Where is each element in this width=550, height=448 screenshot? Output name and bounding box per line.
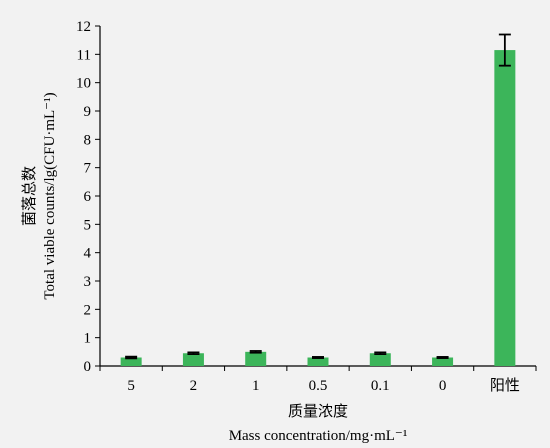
x-tick-label: 0.5: [309, 378, 328, 394]
x-tick-label: 1: [252, 378, 260, 394]
y-tick-label: 3: [84, 274, 92, 290]
y-tick-label: 11: [77, 47, 91, 63]
x-axis-title-cn: 质量浓度: [288, 402, 348, 420]
bar: [120, 357, 142, 366]
x-axis-title-en: Mass concentration/mg·mL⁻¹: [229, 428, 408, 444]
x-tick-label: 5: [127, 378, 135, 394]
y-axis-title-en: Total viable counts/lg(CFU·mL⁻¹): [42, 92, 58, 299]
bar: [494, 50, 516, 366]
x-tick-label: 0: [439, 378, 447, 394]
error-bar: [498, 33, 511, 67]
y-tick-label: 5: [84, 217, 92, 233]
y-tick-label: 4: [84, 246, 92, 262]
y-tick-label: 6: [84, 189, 92, 205]
bars: [120, 50, 516, 366]
y-tick-label: 1: [84, 331, 92, 347]
y-tick-label: 7: [84, 161, 92, 177]
y-tick-label: 2: [84, 302, 92, 318]
y-tick-label: 12: [76, 19, 91, 35]
bar: [307, 357, 329, 366]
x-tick-label: 阳性: [490, 376, 520, 394]
axes: [95, 25, 537, 371]
y-tick-label: 8: [84, 132, 92, 148]
y-axis-title-cn: 菌落总数: [20, 166, 38, 226]
error-bar: [249, 350, 262, 354]
bar: [245, 351, 267, 366]
error-bar: [312, 356, 324, 359]
bar: [432, 357, 454, 366]
error-bar: [125, 355, 138, 360]
x-tick-label: 0.1: [371, 378, 390, 394]
error-bar: [374, 351, 387, 356]
error-bars: [125, 33, 511, 360]
x-tick-label: 2: [190, 378, 198, 394]
bar: [182, 353, 204, 366]
y-tick-label: 10: [76, 76, 91, 92]
y-tick-label: 9: [84, 104, 92, 120]
error-bar: [436, 356, 449, 359]
error-bar: [187, 351, 200, 356]
y-tick-label: 0: [84, 359, 92, 375]
bar: [369, 353, 391, 366]
